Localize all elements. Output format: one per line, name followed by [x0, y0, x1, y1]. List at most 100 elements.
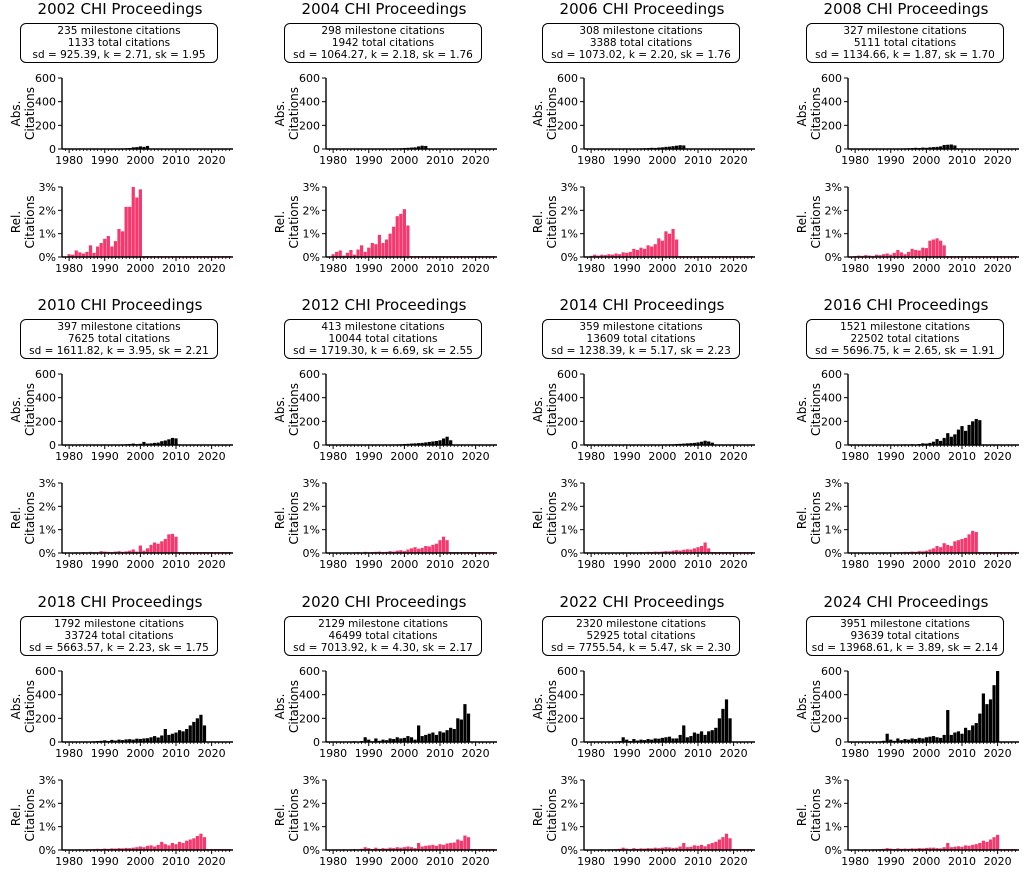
abs-bar: [653, 738, 657, 742]
abs-bar: [889, 739, 893, 742]
abs-bar: [974, 723, 978, 742]
rel-y-tick-label: 0%: [561, 547, 578, 560]
rel-bar: [917, 250, 921, 257]
rel-x-tick-label: 2010: [684, 558, 712, 571]
rel-bar: [956, 846, 961, 850]
abs-bar: [967, 424, 971, 445]
rel-y-label-line2: Citations: [23, 491, 37, 544]
stats-line: 359 milestone citations: [579, 321, 703, 333]
rel-x-tick-label: 2020: [720, 855, 748, 868]
stats-line: 1942 total citations: [331, 37, 435, 49]
rel-bar: [459, 840, 463, 850]
rel-x-tick-label: 2000: [126, 855, 154, 868]
stats-box: 327 milestone citations 5111 total citati…: [806, 23, 1004, 63]
rel-bar: [85, 251, 89, 257]
rel-bar: [466, 837, 471, 850]
abs-x-tick-label: 1980: [841, 450, 869, 463]
rel-x-tick-label: 1980: [577, 855, 605, 868]
rel-bar: [699, 546, 704, 553]
rel-bar: [981, 840, 985, 850]
abs-x-tick-label: 2020: [462, 154, 490, 167]
abs-bar: [632, 739, 636, 742]
rel-bar: [360, 245, 364, 257]
rel-x-tick-label: 1980: [841, 558, 869, 571]
abs-bar: [935, 737, 939, 742]
stats-box: 413 milestone citations 10044 total citat…: [284, 319, 482, 359]
rel-bar: [921, 551, 925, 553]
abs-y-tick-label: 600: [35, 72, 56, 85]
abs-bar: [138, 146, 142, 149]
abs-x-tick-label: 2010: [426, 747, 454, 760]
stats-box: 1792 milestone citations 33724 total cita…: [20, 616, 218, 656]
rel-bar: [131, 847, 135, 850]
rel-bar: [607, 254, 611, 257]
rel-bar: [417, 843, 421, 850]
rel-bar: [971, 530, 975, 553]
rel-bar: [395, 847, 399, 850]
rel-bar: [167, 845, 171, 850]
abs-bar: [459, 719, 463, 742]
rel-bar: [149, 845, 153, 850]
abs-bar: [374, 738, 378, 742]
stats-line: sd = 13968.61, k = 3.89, sk = 2.14: [811, 642, 999, 654]
abs-y-tick-label: 0: [313, 143, 320, 156]
rel-bar: [388, 551, 392, 553]
rel-bar: [427, 546, 431, 553]
abs-x-tick-label: 1990: [91, 154, 119, 167]
rel-axes: 0% 1% 2% 3% 1980 1990 2000 2010 2020 Rel. Citation…: [9, 774, 233, 868]
stats-line: sd = 1134.66, k = 1.87, sk = 1.70: [815, 49, 995, 61]
abs-y-label-line2: Citations: [545, 87, 559, 140]
abs-y-tick-label: 600: [557, 72, 578, 85]
rel-y-label-line2: Citations: [23, 788, 37, 841]
rel-bar: [675, 550, 679, 553]
abs-x-tick-label: 1990: [877, 154, 905, 167]
rel-bar: [906, 251, 911, 257]
abs-bar: [128, 739, 132, 742]
abs-bar: [935, 439, 939, 445]
rel-bar: [110, 246, 114, 257]
rel-x-tick-label: 2000: [126, 558, 154, 571]
abs-x-tick-label: 2010: [948, 747, 976, 760]
abs-x-tick-label: 2000: [126, 450, 154, 463]
abs-bar: [456, 718, 460, 742]
rel-y-tick-label: 0%: [303, 844, 320, 857]
abs-bar: [185, 728, 189, 742]
abs-x-tick-label: 2000: [648, 450, 676, 463]
abs-bar: [660, 147, 664, 149]
chart-title: 2024 CHI Proceedings: [823, 593, 989, 611]
abs-bar: [156, 737, 160, 742]
abs-bar: [427, 733, 431, 742]
abs-x-tick-label: 2010: [162, 450, 190, 463]
abs-y-tick-label: 600: [557, 665, 578, 678]
rel-bar: [160, 541, 164, 553]
stats-line: 46499 total citations: [328, 630, 438, 642]
abs-y-tick-label: 400: [821, 96, 842, 109]
rel-bar: [413, 547, 417, 553]
rel-y-tick-label: 1%: [303, 228, 320, 241]
rel-bar: [610, 254, 615, 257]
rel-bar: [177, 841, 182, 850]
rel-bar: [142, 550, 146, 553]
rel-x-tick-label: 2000: [126, 262, 154, 275]
rel-bar: [424, 546, 428, 553]
rel-bar: [427, 845, 431, 850]
rel-y-label: Rel. Citations: [9, 788, 37, 841]
rel-bar: [685, 549, 689, 553]
stats-line: 308 milestone citations: [579, 25, 703, 37]
abs-bar: [981, 693, 985, 742]
rel-bar: [946, 544, 950, 553]
chart-panel: 0 200 400 600 1980 1990 2000 2010 2020 Abs. Citati…: [786, 296, 1027, 575]
rel-y-tick-label: 1%: [39, 524, 56, 537]
abs-y-tick-label: 0: [571, 439, 578, 452]
abs-bar: [642, 740, 647, 742]
rel-x-tick-label: 2020: [462, 262, 490, 275]
rel-y-label: Rel. Citations: [273, 195, 301, 248]
rel-axes: 0% 1% 2% 3% 1980 1990 2000 2010 2020 Rel. Citation…: [795, 477, 1019, 571]
abs-bar: [942, 437, 946, 445]
rel-y-label-line1: Rel.: [9, 804, 23, 826]
abs-x-tick-label: 1980: [55, 154, 83, 167]
rel-bar: [878, 255, 882, 257]
rel-y-tick-label: 2%: [39, 500, 56, 513]
